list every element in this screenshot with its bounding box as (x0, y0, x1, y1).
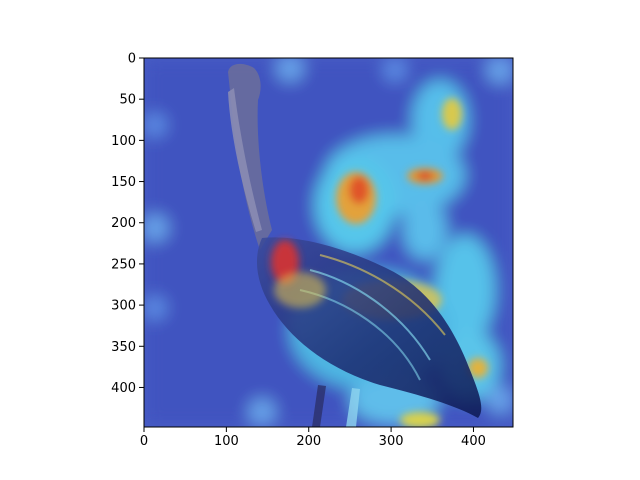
y-tick-label: 300 (111, 299, 136, 314)
x-tick-label: 300 (379, 434, 404, 449)
heatmap-image (144, 58, 513, 427)
y-tick-label: 0 (128, 52, 136, 67)
pelican-shape (228, 63, 482, 427)
x-tick-label: 0 (140, 434, 148, 449)
y-tick-label: 250 (111, 257, 136, 272)
y-tick-label: 350 (111, 340, 136, 355)
plot-frame (143, 57, 514, 428)
y-tick-label: 100 (111, 134, 136, 149)
y-tick-label: 400 (111, 381, 136, 396)
x-tick-label: 100 (214, 434, 239, 449)
x-axis: 0 100 200 300 400 (140, 427, 486, 449)
y-tick-label: 200 (111, 216, 136, 231)
y-tick-label: 50 (119, 93, 136, 108)
y-axis: 0 50 100 150 200 250 300 350 400 (111, 52, 144, 396)
y-tick-label: 150 (111, 175, 136, 190)
x-tick-label: 400 (461, 434, 486, 449)
x-tick-label: 200 (296, 434, 321, 449)
